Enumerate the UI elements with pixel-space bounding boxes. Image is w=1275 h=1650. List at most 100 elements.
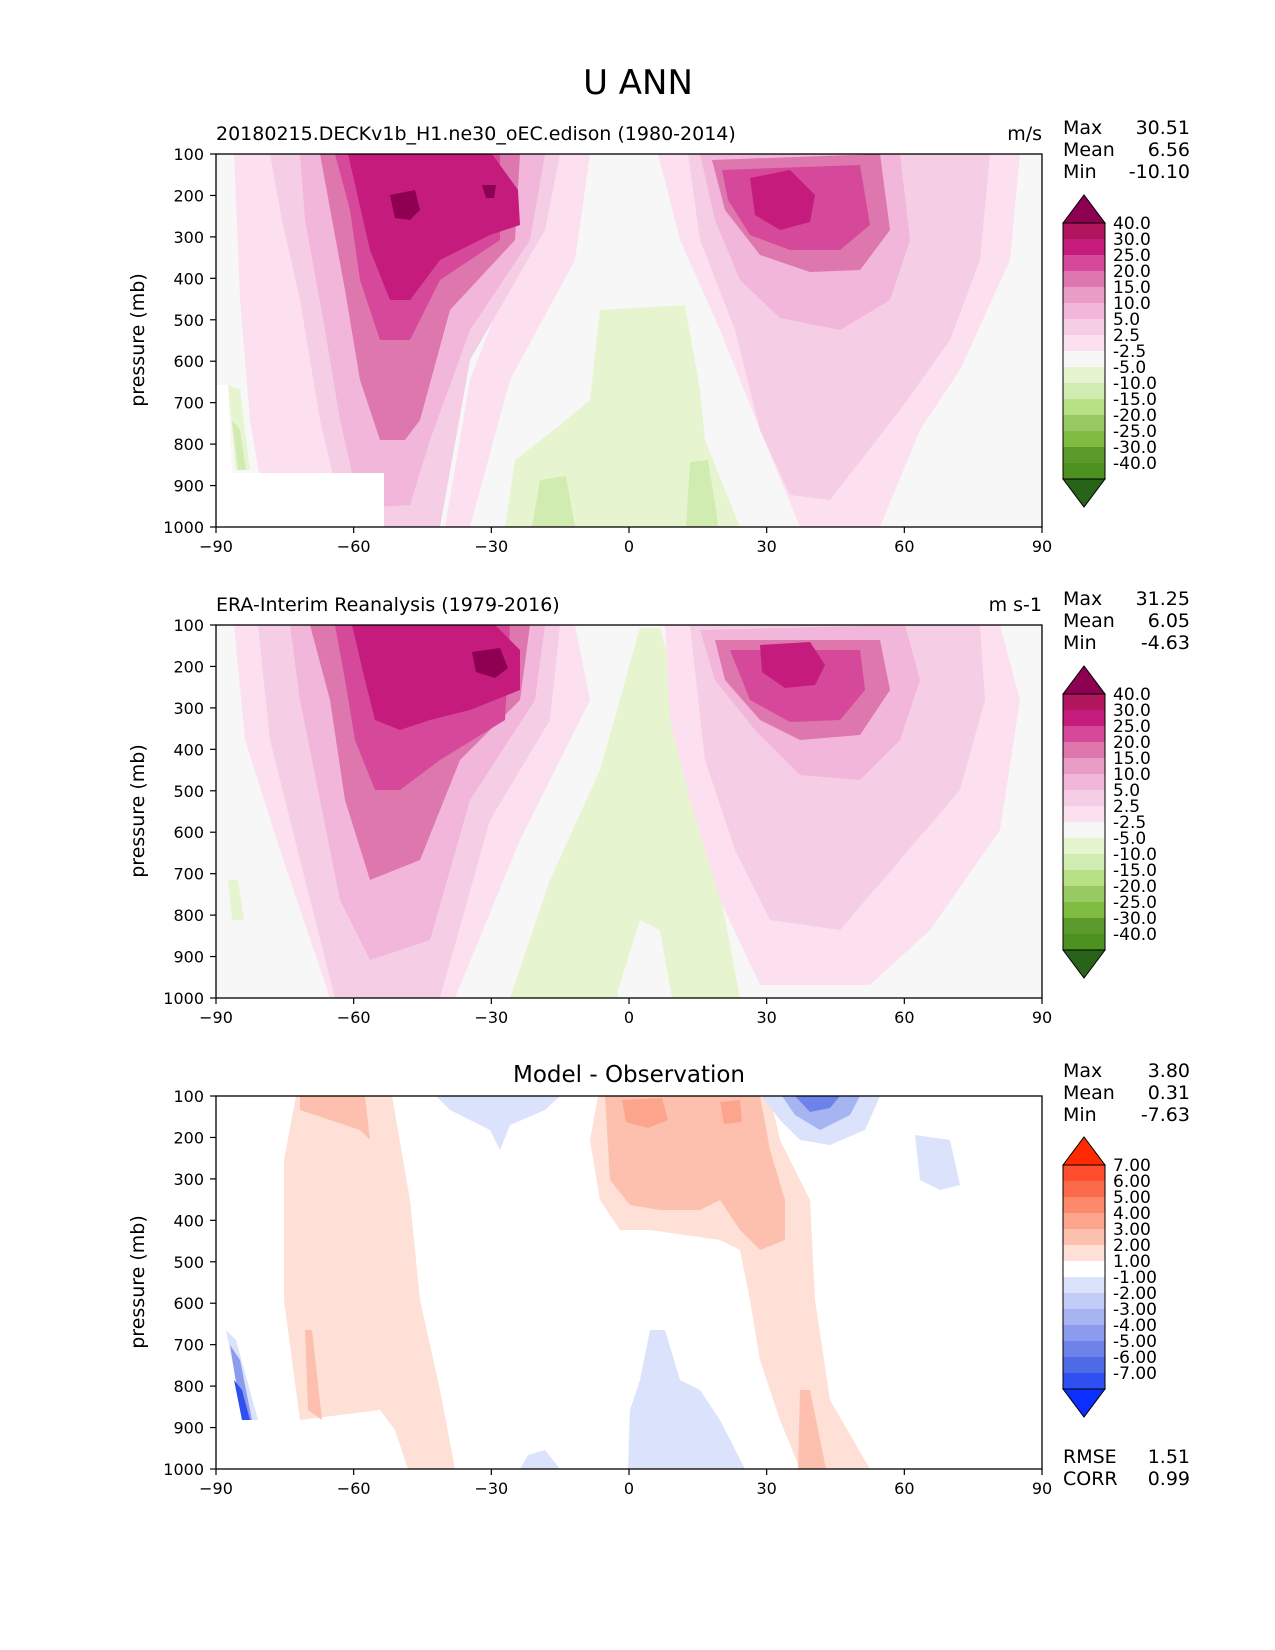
stat-min-label: Min [1063, 632, 1097, 654]
colorbar-segment [1063, 1181, 1105, 1197]
colorbar-tick-label: -20.0 [1113, 406, 1157, 426]
colorbar-segment [1063, 1165, 1105, 1181]
colorbar-segment [1063, 463, 1105, 479]
colorbar-segment [1063, 1261, 1105, 1277]
y-tick-label: 400 [173, 1211, 204, 1230]
colorbar-tick-label: -40.0 [1113, 454, 1157, 474]
contour-field-model [216, 154, 1042, 527]
colorbar-tick-label: -6.00 [1113, 1348, 1157, 1368]
y-tick-label: 700 [173, 865, 204, 884]
y-axis-label-model: pressure (mb) [127, 273, 149, 407]
y-tick-label: 100 [173, 616, 204, 635]
colorbar-tick-label: -15.0 [1113, 390, 1157, 410]
colorbar-tick-label: 5.0 [1113, 310, 1140, 330]
colorbar-segment [1063, 838, 1105, 854]
colorbar-tick-label: 15.0 [1113, 749, 1151, 769]
colorbar-tick-label: -2.5 [1113, 342, 1146, 362]
x-tick-label: −30 [474, 1008, 508, 1027]
colorbar-segment [1063, 287, 1105, 303]
colorbar-segment [1063, 854, 1105, 870]
y-tick-label: 600 [173, 1294, 204, 1313]
y-tick-label: 300 [173, 1170, 204, 1189]
colorbar-reference: 40.030.025.020.015.010.05.02.5-2.5-5.0-1… [1062, 665, 1157, 979]
colorbar-tick-label: -25.0 [1113, 893, 1157, 913]
center-title-difference: Model - Observation [513, 1062, 745, 1088]
y-tick-label: 200 [173, 657, 204, 676]
colorbar-segment [1063, 1229, 1105, 1245]
colorbar-model: 40.030.025.020.015.010.05.02.5-2.5-5.0-1… [1062, 194, 1157, 508]
colorbar-tick-label: -30.0 [1113, 909, 1157, 929]
stat-max-label: Max [1063, 588, 1102, 610]
x-tick-label: −90 [199, 537, 233, 556]
colorbar-tick-label: -5.0 [1113, 358, 1146, 378]
colorbar-tick-label: -10.0 [1113, 845, 1157, 865]
colorbar-segment [1063, 367, 1105, 383]
colorbar-tick-label: 2.5 [1113, 797, 1140, 817]
colorbar-extend-min [1062, 478, 1106, 508]
stat-mean-label: Mean [1063, 610, 1115, 632]
colorbar-segment [1063, 774, 1105, 790]
stat-corr-value: 0.99 [1148, 1468, 1190, 1490]
colorbar-segment [1063, 1325, 1105, 1341]
y-tick-label: 800 [173, 1377, 204, 1396]
stats-difference: Max 3.80 Mean 0.31 Min -7.63 RMSE 1.51 C… [1063, 1060, 1190, 1490]
y-tick-label: 800 [173, 435, 204, 454]
colorbar-tick-label: 40.0 [1113, 685, 1151, 705]
colorbar-tick-label: -2.00 [1113, 1284, 1157, 1304]
colorbar-tick-label: -1.00 [1113, 1268, 1157, 1288]
colorbar-segment [1063, 383, 1105, 399]
colorbar-segment [1063, 335, 1105, 351]
colorbar-tick-label: 4.00 [1113, 1204, 1151, 1224]
stat-mean-value: 0.31 [1148, 1082, 1190, 1104]
stat-corr-label: CORR [1063, 1468, 1118, 1490]
y-tick-label: 800 [173, 906, 204, 925]
colorbar-tick-label: 10.0 [1113, 765, 1151, 785]
x-tick-label: −60 [337, 537, 371, 556]
y-axis-model: 100 200 300 400 500 600 700 800 900 1000 [163, 145, 216, 537]
colorbar-tick-label: -5.0 [1113, 829, 1146, 849]
colorbar-segment [1063, 694, 1105, 710]
colorbar-segment [1063, 726, 1105, 742]
y-axis-label-reference: pressure (mb) [127, 744, 149, 878]
stat-mean-value: 6.56 [1148, 139, 1190, 161]
x-tick-label: 30 [756, 1008, 776, 1027]
stat-rmse-label: RMSE [1063, 1446, 1117, 1468]
x-tick-label: 30 [756, 1479, 776, 1498]
x-axis-model: −90 −60 −30 0 30 60 90 [199, 527, 1052, 556]
colorbar-segment [1063, 351, 1105, 367]
colorbar-tick-label: -3.00 [1113, 1300, 1157, 1320]
colorbar-segment [1063, 1197, 1105, 1213]
colorbar-frame [1062, 222, 1106, 480]
stat-min-value: -7.63 [1141, 1104, 1190, 1126]
colorbar-tick-label: 40.0 [1113, 214, 1151, 234]
colorbar-tick-label: -2.5 [1113, 813, 1146, 833]
colorbar-tick-label: -10.0 [1113, 374, 1157, 394]
units-reference: m s-1 [989, 594, 1042, 616]
left-title-model: 20180215.DECKv1b_H1.ne30_oEC.edison (198… [216, 123, 736, 145]
colorbar-segment [1063, 1293, 1105, 1309]
y-tick-label: 500 [173, 782, 204, 801]
colorbar-segment [1063, 239, 1105, 255]
x-tick-label: 90 [1032, 1008, 1052, 1027]
left-title-reference: ERA-Interim Reanalysis (1979-2016) [216, 594, 560, 616]
colorbar-segment [1063, 399, 1105, 415]
y-tick-label: 400 [173, 269, 204, 288]
y-tick-label: 500 [173, 311, 204, 330]
y-tick-label: 600 [173, 352, 204, 371]
colorbar-tick-label: -25.0 [1113, 422, 1157, 442]
x-tick-label: −90 [199, 1008, 233, 1027]
colorbar-segment [1063, 1309, 1105, 1325]
colorbar-tick-label: 2.00 [1113, 1236, 1151, 1256]
colorbar-segment [1063, 1213, 1105, 1229]
colorbar-tick-label: -7.00 [1113, 1364, 1157, 1384]
stats-reference: Max 31.25 Mean 6.05 Min -4.63 [1063, 588, 1190, 654]
stat-max-label: Max [1063, 117, 1102, 139]
colorbar-tick-label: 30.0 [1113, 230, 1151, 250]
x-tick-label: 30 [756, 537, 776, 556]
colorbar-tick-label: 5.00 [1113, 1188, 1151, 1208]
colorbar-segment [1063, 415, 1105, 431]
